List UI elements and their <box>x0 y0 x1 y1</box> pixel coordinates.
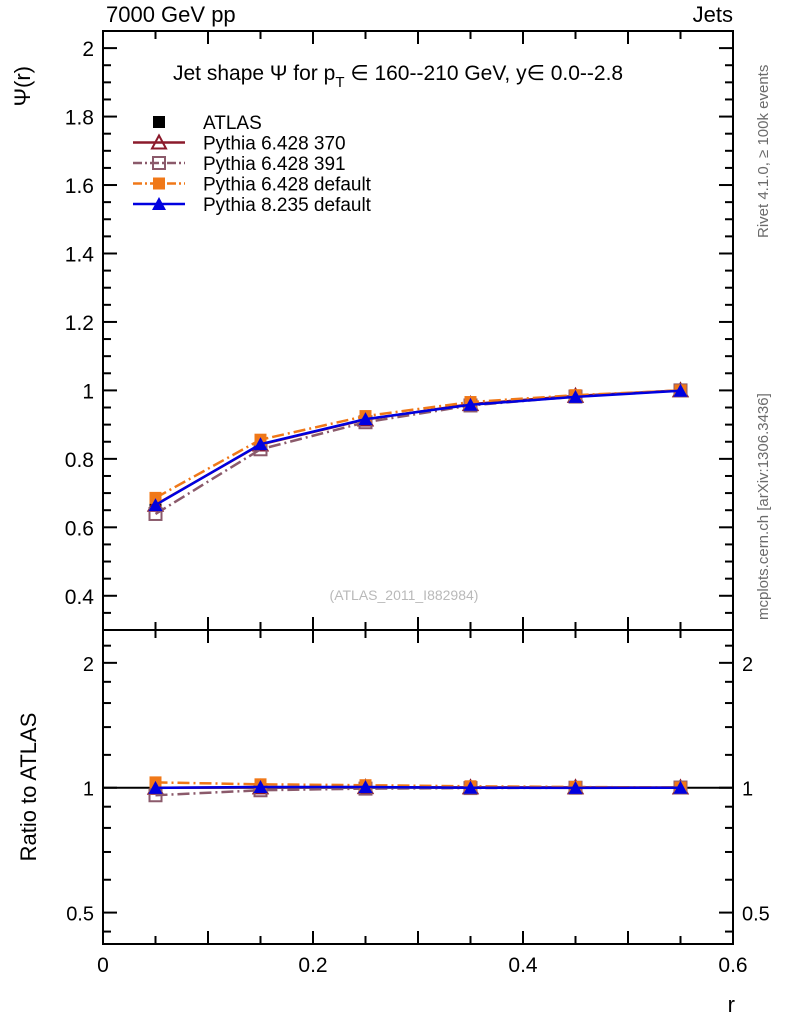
ratio-panel-axes: 0.5 0.5 1 1 2 2 0 0.2 0.4 0.6 <box>66 630 770 977</box>
legend-item[interactable]: ATLAS <box>153 113 262 134</box>
main-ytick-label: 0.4 <box>65 586 95 609</box>
xtick-label: 0.4 <box>508 954 538 977</box>
ratio-ytick-label: 2 <box>83 654 94 676</box>
data-point <box>148 498 163 512</box>
header-left: 7000 GeV pp <box>106 2 236 27</box>
legend-label: Pythia 8.235 default <box>203 195 372 216</box>
series-pythia-6-428-391 <box>148 383 688 521</box>
ratio-data-point <box>358 779 373 793</box>
series-pythia-8-235-default <box>148 383 688 512</box>
legend-marker <box>152 197 166 210</box>
main-panel-frame <box>102 30 734 631</box>
series-pythia-6-428-default <box>149 384 687 504</box>
main-ytick-label: 1.6 <box>65 175 94 198</box>
legend-marker <box>152 156 166 170</box>
series-pythia-6-428-370 <box>146 381 690 512</box>
legend-label: Pythia 6.428 default <box>203 175 372 196</box>
ratio-panel-series <box>146 776 690 803</box>
legend-item[interactable]: Pythia 6.428 default <box>133 175 372 196</box>
legend-label: Pythia 6.428 370 <box>203 134 346 155</box>
ratio-series-line <box>155 785 681 790</box>
ratio-series-pythia-8-235-default <box>148 779 688 794</box>
watermark: (ATLAS_2011_I882984) <box>330 587 479 603</box>
side-text-top: Rivet 4.1.0, ≥ 100k events <box>755 65 772 238</box>
main-ytick-label: 1.4 <box>65 243 95 266</box>
main-ylabel: Ψ(r) <box>10 66 35 106</box>
xtick-label: 0.2 <box>298 954 327 977</box>
ratio-ylabel: Ratio to ATLAS <box>16 713 41 862</box>
main-ytick-label: 0.6 <box>65 517 94 540</box>
side-text-bottom: mcplots.cern.ch [arXiv:1306.3436] <box>755 393 772 620</box>
legend-label: ATLAS <box>203 113 262 134</box>
series-atlas <box>149 384 687 511</box>
main-ytick-label: 1 <box>82 380 94 403</box>
main-ytick-label: 2 <box>82 38 94 61</box>
main-ytick-label: 0.8 <box>65 449 94 472</box>
data-point <box>673 383 688 397</box>
main-panel-series <box>146 381 690 521</box>
xtick-label: 0 <box>97 954 109 977</box>
ratio-data-point <box>568 780 583 794</box>
ratio-data-point <box>673 780 688 794</box>
main-ytick-label: 1.2 <box>65 312 94 335</box>
series-line <box>154 389 681 506</box>
legend-item[interactable]: Pythia 6.428 370 <box>133 133 346 155</box>
legend-label: Pythia 6.428 391 <box>203 154 346 175</box>
legend-marker <box>153 116 165 128</box>
data-point <box>463 397 478 411</box>
ratio-ytick-label: 0.5 <box>66 904 94 926</box>
ratio-ytick-label-right: 0.5 <box>742 904 770 926</box>
ratio-ytick-label-right: 1 <box>742 779 753 801</box>
xaxis-label: r <box>728 992 735 1017</box>
series-line <box>154 389 681 507</box>
data-point <box>358 412 373 426</box>
main-ytick-label: 1.8 <box>65 107 94 130</box>
ratio-data-point <box>253 779 268 793</box>
series-line <box>154 389 681 499</box>
data-point <box>149 491 162 504</box>
legend-marker <box>150 133 168 150</box>
xtick-label: 0.6 <box>718 954 747 977</box>
ratio-ytick-label-right: 2 <box>742 654 753 676</box>
data-point <box>568 389 583 403</box>
ratio-ytick-label: 1 <box>83 779 94 801</box>
main-panel-axes: 0.4 0.6 0.8 1 1.2 1.4 1.6 1.8 2 <box>65 30 734 631</box>
legend-item[interactable]: Pythia 8.235 default <box>133 195 372 216</box>
plot-title: Jet shape Ψ for pT ∈ 160--210 GeV, y∈ 0.… <box>173 62 623 91</box>
legend-item[interactable]: Pythia 6.428 391 <box>133 154 346 175</box>
ratio-data-point <box>148 780 163 794</box>
legend-marker <box>153 177 165 190</box>
ratio-data-point <box>463 780 478 794</box>
data-point <box>253 437 268 451</box>
header-right: Jets <box>693 2 733 27</box>
